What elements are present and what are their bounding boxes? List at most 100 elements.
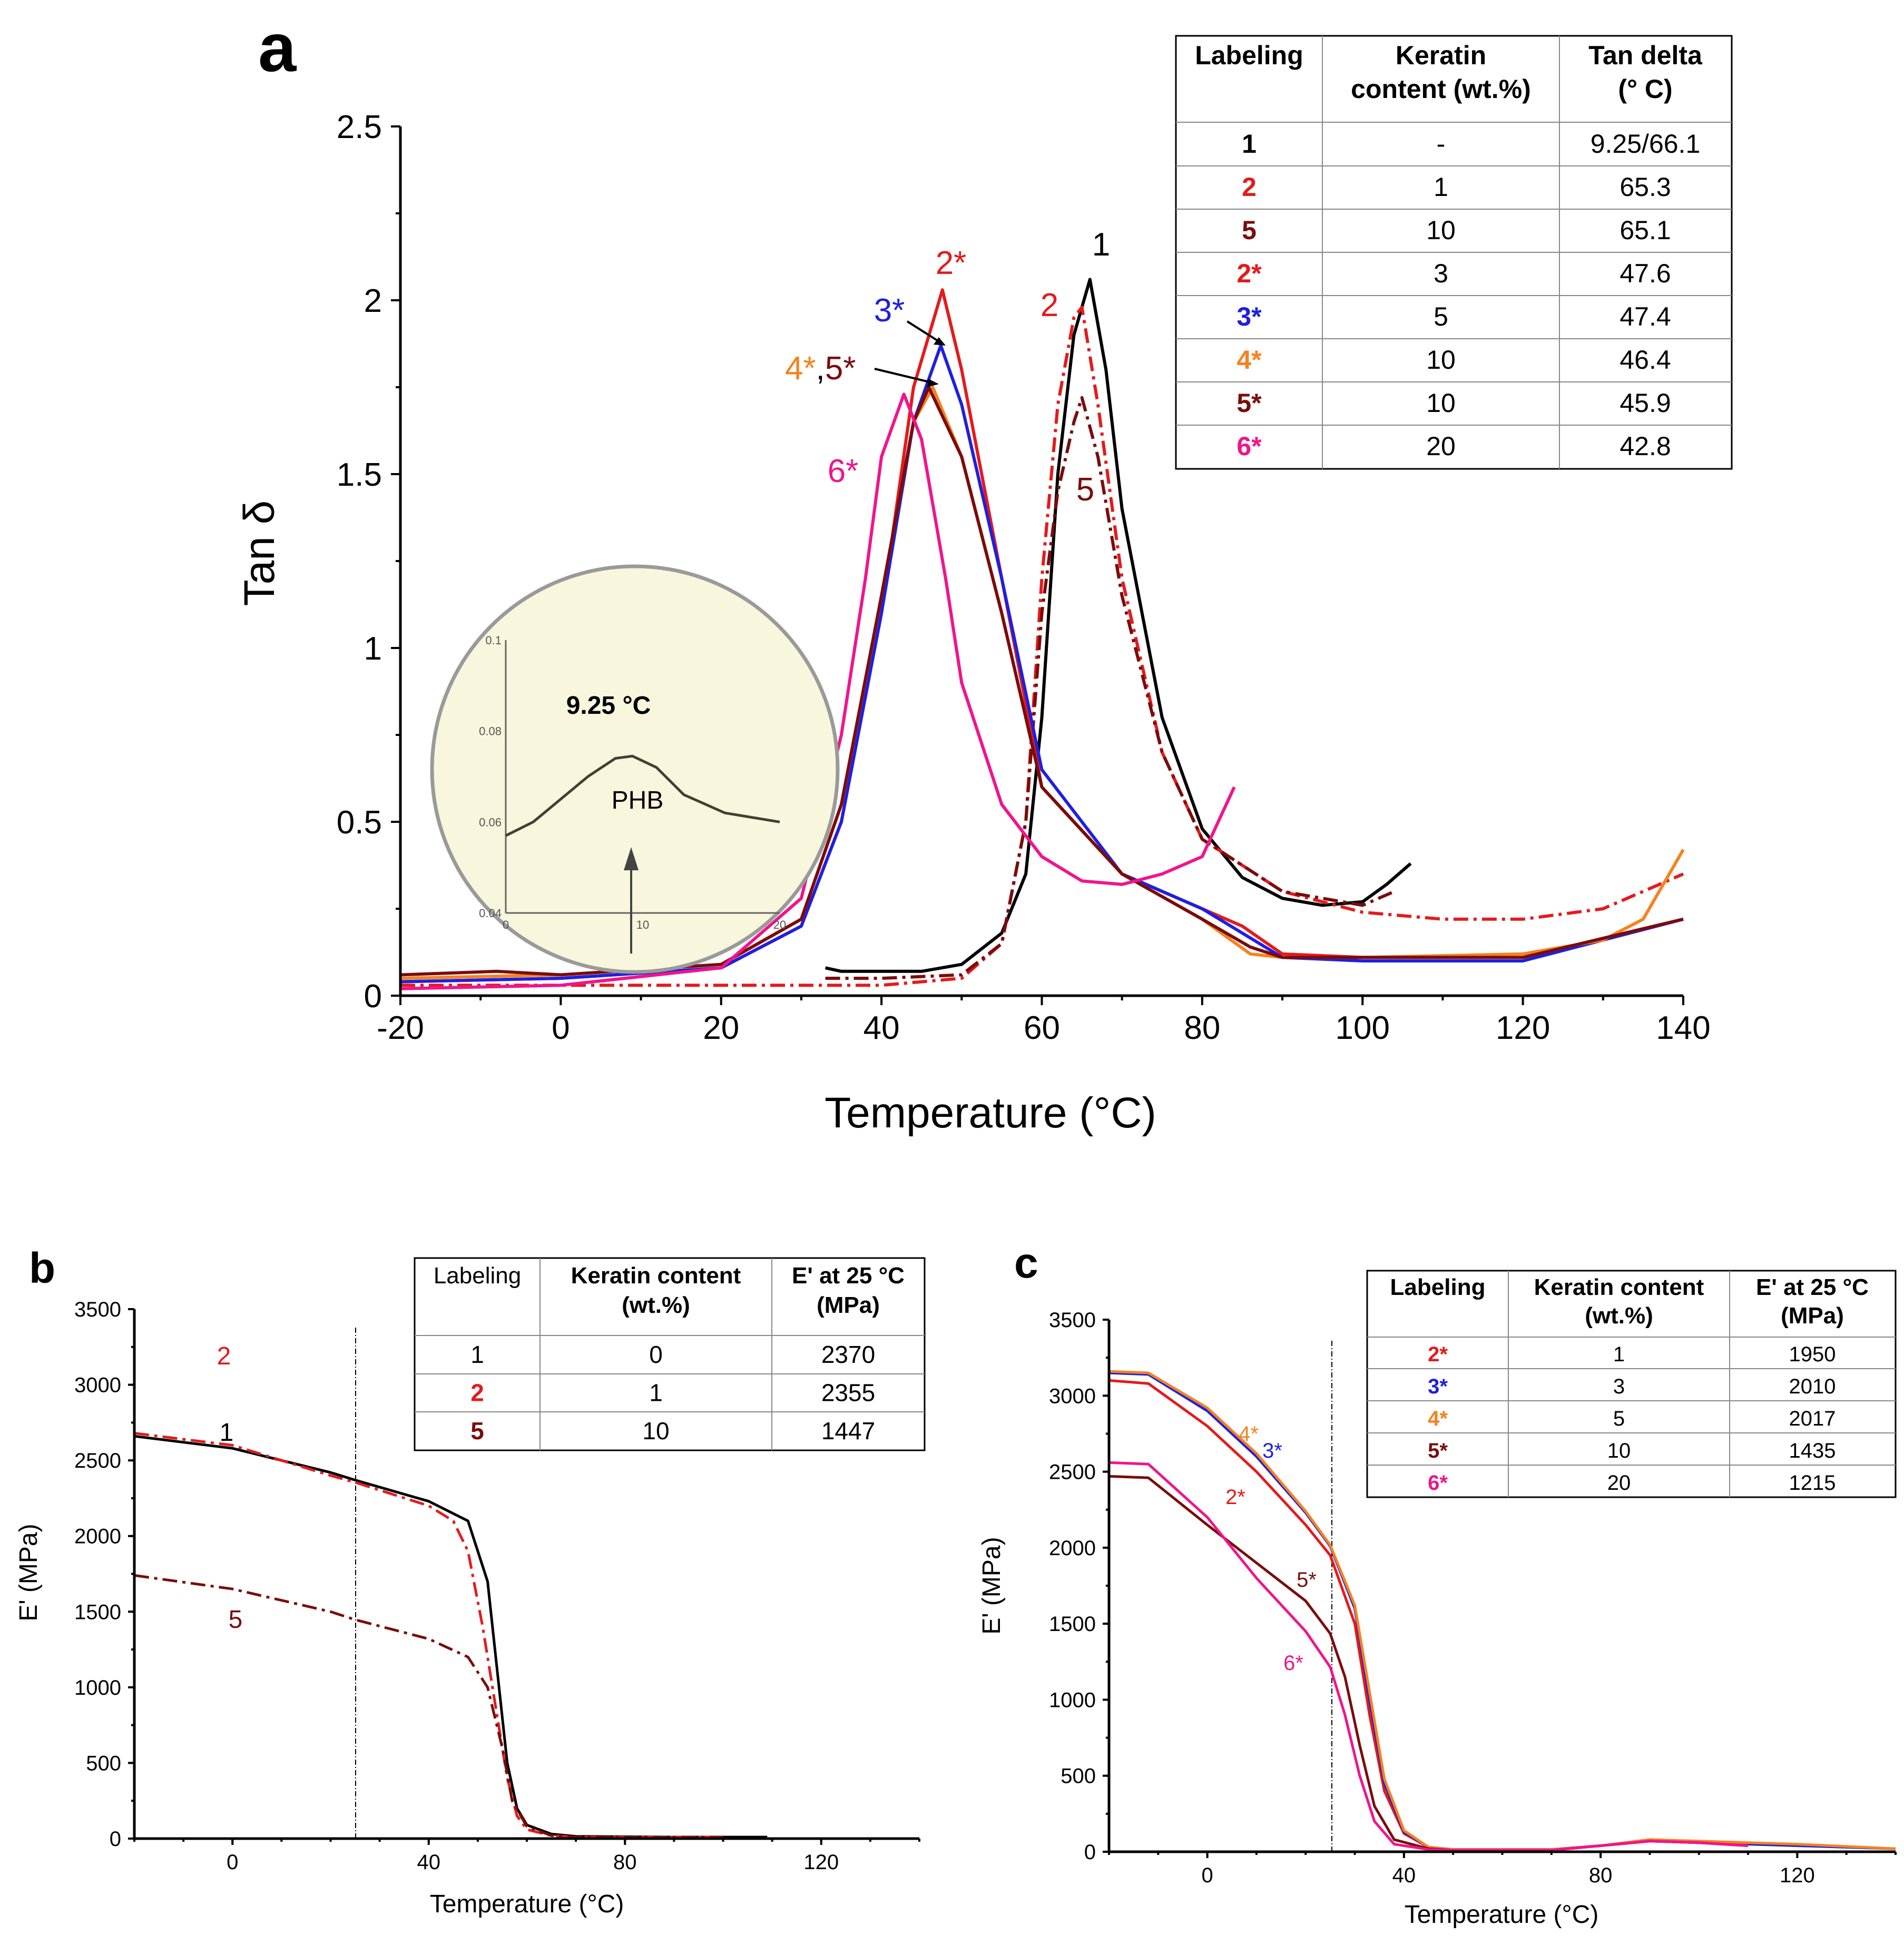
curve-label-b-2: 2 — [217, 1342, 231, 1370]
table-a-rows: 1 - 9.25/66.1 2 1 65.3 5 10 65.1 2* 3 47.6 3* 5 47.4 4*… — [1236, 129, 1700, 461]
table-row-label: 6* — [1428, 1471, 1448, 1495]
table-b-header-labeling: Labeling — [434, 1263, 521, 1289]
table-row-keratin: 5 — [1434, 302, 1448, 331]
table-a-header-keratin-1: Keratin — [1396, 41, 1486, 70]
series-line-1 — [134, 1435, 768, 1839]
y-tick-label: 1.5 — [337, 457, 382, 493]
table-row-label: 1 — [1242, 129, 1257, 159]
panel-a-letter: a — [258, 9, 297, 86]
inset-circle — [430, 564, 840, 974]
table-row-label: 5 — [1242, 215, 1257, 245]
x-tick-label: -20 — [377, 1010, 424, 1046]
table-row-value: 46.4 — [1620, 345, 1671, 375]
inset-arrow-head — [624, 847, 639, 870]
arrow-4-5-star-head — [927, 379, 939, 387]
table-row-value: 47.4 — [1620, 302, 1671, 331]
x-tick-label: 100 — [1336, 1010, 1390, 1046]
y-tick-label: 0.5 — [337, 804, 382, 841]
curve-label-6-star: 6* — [828, 453, 859, 489]
table-b-header-e-2: (MPa) — [817, 1292, 880, 1318]
table-a-header-labeling: Labeling — [1195, 41, 1303, 70]
inset-label-phb: PHB — [612, 787, 664, 814]
inset-phb: 0 10 20 0.04 0.06 0.08 0.1 9.25 °C PHB — [430, 564, 840, 974]
x-tick-label: 40 — [1392, 1864, 1416, 1887]
inset-curve — [505, 754, 780, 837]
table-row-value: 1447 — [821, 1417, 875, 1445]
x-tick-label: 40 — [417, 1851, 441, 1874]
table-c-header-keratin-2: (wt.%) — [1585, 1303, 1653, 1329]
table-c-header-e-2: (MPa) — [1781, 1303, 1844, 1329]
table-row-keratin: 10 — [1426, 388, 1456, 418]
table-c-header-keratin-1: Keratin content — [1534, 1274, 1704, 1300]
panel-c-series — [1108, 1370, 1896, 1852]
table-row-keratin: 10 — [1426, 345, 1456, 375]
y-tick-label: 2500 — [1049, 1461, 1096, 1484]
y-tick-label: 0 — [1084, 1841, 1096, 1864]
y-tick-label: 2500 — [74, 1449, 121, 1472]
curve-label-5: 5 — [1076, 471, 1094, 508]
table-c-header-e-1: E' at 25 °C — [1756, 1274, 1869, 1300]
table-row-value: 65.3 — [1620, 172, 1671, 202]
table-row-label: 3* — [1428, 1375, 1448, 1398]
table-b-border — [414, 1257, 926, 1451]
table-a-header-keratin-2: content (wt.%) — [1351, 74, 1531, 104]
y-tick-label: 2 — [364, 283, 382, 319]
table-row-value: 65.1 — [1620, 215, 1671, 245]
series-line-6* — [1108, 1461, 1749, 1852]
panel-a-x-label: Temperature (°C) — [825, 1089, 1156, 1137]
curve-label-4-star: 4* — [785, 350, 816, 387]
table-row-label: 4* — [1428, 1407, 1448, 1430]
table-c-header-labeling: Labeling — [1390, 1274, 1486, 1300]
table-row-keratin: 0 — [649, 1341, 663, 1368]
curve-label-b-5: 5 — [229, 1606, 243, 1634]
inset-y-tick-label: 0.08 — [479, 725, 502, 738]
x-tick-label: 120 — [1780, 1864, 1815, 1887]
x-tick-label: 0 — [552, 1010, 570, 1046]
y-tick-label: 2000 — [1049, 1537, 1096, 1560]
curve-label-4-5-star: 4*,5* — [785, 350, 856, 387]
table-b-header-keratin-1: Keratin content — [571, 1263, 741, 1289]
x-tick-label: 0 — [227, 1851, 238, 1874]
table-row-label: 6* — [1236, 431, 1262, 461]
table-row-keratin: 20 — [1426, 431, 1456, 461]
series-line-2 — [400, 306, 1684, 987]
table-row-label: 1 — [470, 1341, 484, 1368]
arrow-3-star — [906, 320, 941, 343]
curve-label-3-star: 3* — [874, 292, 905, 329]
table-row-keratin: - — [1437, 129, 1446, 159]
table-row-value: 1435 — [1789, 1439, 1836, 1462]
table-row-label: 4* — [1236, 345, 1262, 375]
x-tick-label: 120 — [803, 1851, 839, 1874]
y-tick-label: 3500 — [1049, 1309, 1096, 1332]
table-row-label: 2* — [1428, 1343, 1448, 1366]
table-row-value: 2370 — [821, 1341, 875, 1368]
y-tick-label: 3000 — [1049, 1384, 1096, 1408]
table-row-label: 5 — [470, 1417, 484, 1445]
y-tick-label: 3000 — [74, 1374, 121, 1397]
inset-ticks: 0 10 20 0.04 0.06 0.08 0.1 — [479, 634, 786, 931]
series-line-5* — [1108, 1475, 1749, 1852]
y-tick-label: 1500 — [74, 1600, 121, 1624]
series-line-5* — [400, 386, 1684, 977]
inset-series — [505, 754, 780, 837]
table-a-header-tan-1: Tan delta — [1588, 41, 1703, 70]
curve-label-2-star: 2* — [936, 245, 967, 281]
curve-label-5-star: 5* — [825, 350, 856, 387]
y-tick-label: 1000 — [1049, 1688, 1096, 1712]
panel-a-table: Labeling Keratin content (wt.%) Tan delt… — [1175, 35, 1733, 470]
table-row-value: 2010 — [1789, 1375, 1836, 1398]
series-line-5 — [134, 1574, 723, 1839]
table-row-keratin: 3 — [1434, 259, 1448, 288]
curve-label-c-5-star: 5* — [1297, 1568, 1317, 1592]
table-row-keratin: 5 — [1613, 1407, 1625, 1430]
table-row-value: 1215 — [1789, 1471, 1836, 1495]
curve-label-1: 1 — [1092, 227, 1110, 263]
table-row-label: 5* — [1428, 1439, 1448, 1462]
table-row-label: 5* — [1236, 388, 1262, 418]
table-row-label: 2* — [1236, 259, 1262, 288]
table-row-keratin: 3 — [1613, 1375, 1625, 1398]
inset-y-tick-label: 0.04 — [479, 907, 502, 920]
table-row-value: 47.6 — [1620, 259, 1671, 288]
